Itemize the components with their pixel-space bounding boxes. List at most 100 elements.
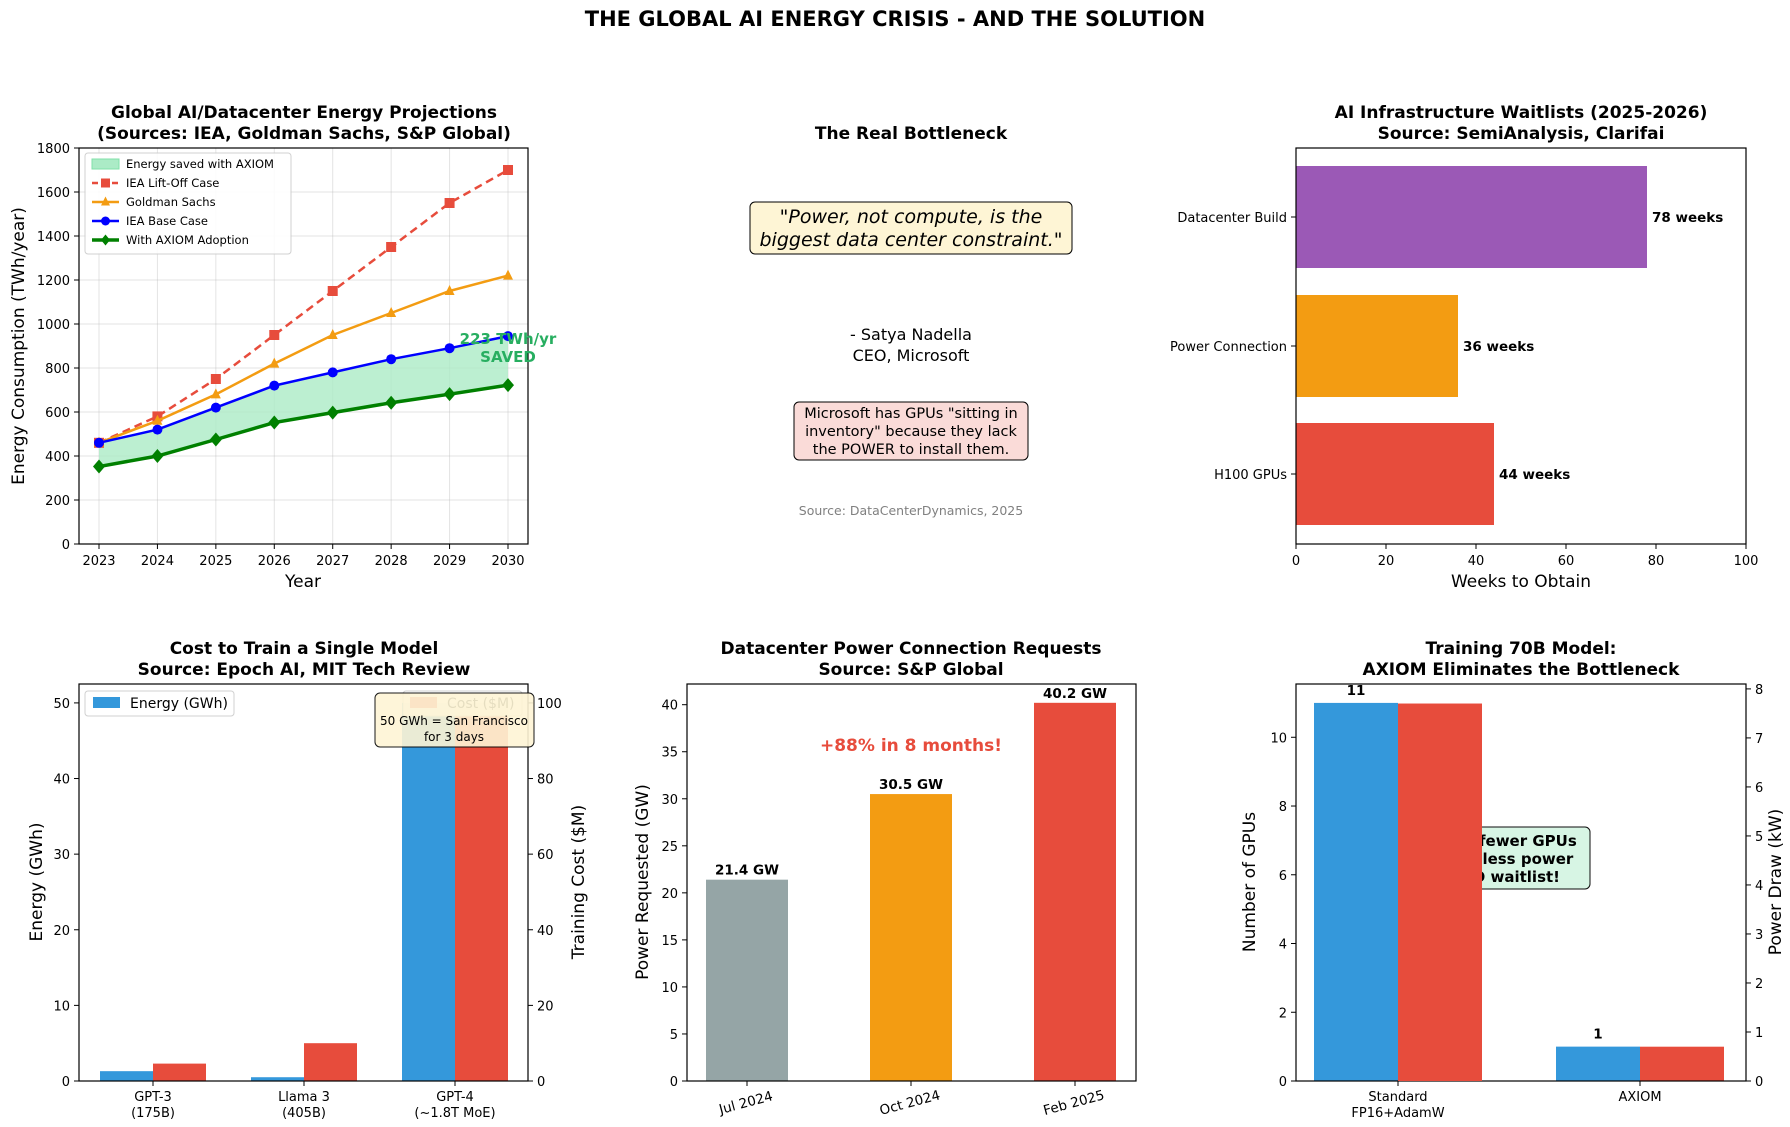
- bar-value-label: 21.4 GW: [715, 863, 779, 879]
- energy-bar: [100, 1071, 153, 1081]
- category-label: Oct 2024: [878, 1087, 942, 1119]
- y-tick-label: 1000: [37, 318, 70, 333]
- y-tick-label: 15: [661, 934, 678, 949]
- x-tick-label: 2028: [375, 554, 408, 569]
- panel-title: The Real Bottleneck: [815, 124, 1008, 144]
- y2-tick-label: 40: [537, 924, 554, 939]
- chart-title: AI Infrastructure Waitlists (2025-2026) S…: [1335, 103, 1708, 144]
- bar-value-label: 11: [1347, 683, 1366, 699]
- y2-tick-label: 4: [1755, 879, 1763, 894]
- y2-tick-label: 5: [1755, 830, 1763, 845]
- legend-label: Goldman Sachs: [126, 195, 216, 209]
- cost-bar: [153, 1063, 206, 1081]
- data-point: [268, 415, 281, 430]
- plot-frame: [686, 683, 1137, 1082]
- y-tick-label: 1800: [37, 142, 70, 157]
- y-tick-label: 4: [1279, 938, 1287, 953]
- y-tick-label: 6: [1279, 869, 1287, 884]
- y-tick-label: 8: [1279, 800, 1287, 815]
- legend-swatch: [91, 158, 120, 170]
- series-line-2: [98, 334, 509, 445]
- y-tick-label: 30: [661, 793, 678, 808]
- x-tick-label: 2029: [433, 554, 466, 569]
- chart-title: Cost to Train a Single Model Source: Epoc…: [138, 639, 471, 680]
- x-tick-label: 2026: [258, 554, 291, 569]
- bar-value-label: 1: [1593, 1027, 1602, 1043]
- category-label: GPT-3 (175B): [131, 1090, 175, 1121]
- y2-tick-label: 3: [1755, 928, 1763, 943]
- plot-frame: [78, 147, 529, 545]
- bar-2: [1034, 702, 1116, 1081]
- x-tick-label: 20: [1378, 554, 1395, 569]
- legend-box: [84, 152, 292, 255]
- x-axis-label: Year: [284, 572, 321, 592]
- data-point: [327, 286, 338, 296]
- legend-swatch: [93, 697, 120, 708]
- y-tick-label: 0: [62, 538, 70, 553]
- chart-title: Training 70B Model: AXIOM Eliminates the …: [1363, 639, 1681, 680]
- y-tick-label: 0: [670, 1075, 678, 1090]
- legend-marker: [101, 178, 110, 188]
- energy-projections-chart: 0 200 400 600 800 1000 1200 1400 1600 1800 2023 202…: [9, 103, 557, 592]
- power-bar-overlay: [1398, 703, 1482, 1081]
- y-tick-label: 200: [45, 494, 70, 509]
- legend-label: With AXIOM Adoption: [126, 233, 249, 247]
- data-point: [93, 459, 105, 474]
- growth-annotation: +88% in 8 months!: [820, 736, 1002, 756]
- legend-box: [84, 690, 235, 717]
- legend-label: Energy (GWh): [130, 696, 228, 712]
- y-tick-label: 5: [670, 1028, 678, 1043]
- y-axis-label: Power Requested (GW): [633, 784, 653, 980]
- gpu-bar: [1556, 1046, 1640, 1081]
- data-point: [151, 449, 164, 463]
- training-cost-chart: 0 10 20 30 40 50 0 20 40 60 80 100 GPT-3 (175B) Llama …: [27, 639, 589, 1121]
- y-axis-label: Energy (GWh): [27, 823, 47, 942]
- data-point: [503, 165, 513, 175]
- data-point: [269, 330, 280, 340]
- legend-marker: [101, 196, 110, 206]
- data-point: [503, 331, 513, 342]
- y-tick-label: 600: [45, 406, 70, 421]
- y2-tick-label: 1: [1755, 1026, 1763, 1041]
- category-label: Datacenter Build: [1177, 211, 1287, 226]
- x-tick-label: 2030: [491, 554, 524, 569]
- y-tick-label: 10: [661, 981, 678, 996]
- x-tick-label: 0: [1292, 554, 1300, 569]
- data-point: [444, 343, 455, 354]
- x-tick-label: 2027: [316, 554, 349, 569]
- y-tick-label: 10: [53, 999, 70, 1014]
- y2-tick-label: 80: [537, 773, 554, 788]
- y2-axis-label: Power Draw (kW): [1766, 809, 1786, 956]
- y-tick-label: 50: [53, 697, 70, 712]
- data-point: [327, 367, 338, 378]
- y-tick-label: 0: [1279, 1075, 1287, 1090]
- category-label: Jul 2024: [716, 1088, 774, 1118]
- y2-tick-label: 0: [537, 1075, 545, 1090]
- plot-frame: [78, 683, 529, 1082]
- y-tick-label: 30: [53, 848, 70, 863]
- y-tick-label: 20: [53, 924, 70, 939]
- data-point: [386, 242, 397, 252]
- x-tick-label: 100: [1734, 554, 1759, 569]
- x-tick-label: 80: [1648, 554, 1665, 569]
- y-tick-label: 1600: [37, 186, 70, 201]
- data-point: [443, 387, 456, 402]
- quote-text: "Power, not compute, is the biggest data …: [759, 206, 1062, 251]
- x-tick-label: 60: [1558, 554, 1575, 569]
- legend-marker: [101, 216, 110, 226]
- x-tick-label: 2024: [141, 554, 174, 569]
- waitlist-chart: 0 20 40 60 80 100 Datacenter Build 78 weeks Powe…: [1170, 103, 1758, 592]
- bar-value-label: 36 weeks: [1463, 339, 1534, 355]
- y-tick-label: 40: [53, 773, 70, 788]
- data-point: [386, 354, 397, 365]
- x-tick-label: 2023: [82, 554, 115, 569]
- quote-box: [749, 201, 1073, 255]
- y-axis-label: Energy Consumption (TWh/year): [9, 207, 29, 485]
- saved-energy-fill: [99, 336, 508, 467]
- data-point: [152, 424, 163, 435]
- y2-tick-label: 7: [1755, 732, 1763, 747]
- y2-tick-label: 20: [537, 999, 554, 1014]
- category-label: Power Connection: [1170, 340, 1287, 355]
- category-label: GPT-4 (~1.8T MoE): [414, 1090, 495, 1121]
